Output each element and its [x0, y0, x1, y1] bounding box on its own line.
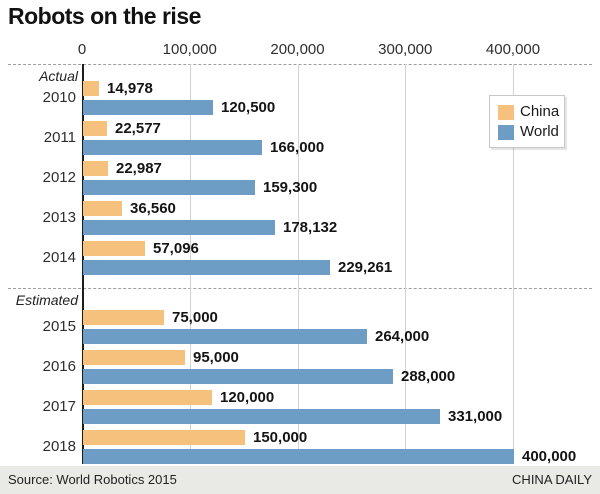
value-world-2018: 400,000 [522, 448, 577, 465]
bar-world-2015 [83, 329, 367, 344]
legend-item-world: World [498, 123, 559, 141]
value-world-2016: 288,000 [401, 368, 456, 385]
bar-china-2014 [83, 241, 145, 256]
bar-china-2015 [83, 310, 164, 325]
value-china-2015: 75,000 [172, 309, 218, 326]
value-world-2012: 159,300 [263, 179, 318, 196]
year-label-2015: 2015 [42, 318, 76, 335]
x-axis-tick-label: 100,000 [162, 41, 217, 58]
bar-china-2017 [83, 390, 212, 405]
bar-world-2011 [83, 140, 262, 155]
year-label-2016: 2016 [42, 358, 76, 375]
legend-label-china: China [520, 103, 560, 120]
value-world-2011: 166,000 [270, 139, 325, 156]
china-color-swatch [498, 104, 514, 120]
top-dashed-divider [8, 64, 592, 65]
value-china-2014: 57,096 [153, 240, 199, 257]
year-label-2011: 2011 [43, 129, 76, 146]
year-label-2013: 2013 [42, 209, 76, 226]
value-china-2011: 22,577 [115, 120, 161, 137]
bar-china-2013 [83, 201, 122, 216]
section-label-estimated: Estimated [15, 292, 78, 308]
value-china-2017: 120,000 [220, 389, 275, 406]
value-china-2016: 95,000 [193, 349, 239, 366]
legend-label-world: World [520, 123, 559, 140]
publisher-credit: CHINA DAILY [512, 472, 592, 487]
footer-bar: Source: World Robotics 2015 CHINA DAILY [0, 466, 600, 494]
year-label-2012: 2012 [42, 169, 76, 186]
bar-world-2012 [83, 180, 255, 195]
bar-china-2018 [83, 430, 245, 445]
value-world-2013: 178,132 [283, 219, 338, 236]
value-world-2015: 264,000 [375, 328, 430, 345]
bar-world-2010 [83, 100, 213, 115]
value-world-2017: 331,000 [448, 408, 503, 425]
x-axis-tick-label: 200,000 [270, 41, 325, 58]
year-label-2017: 2017 [42, 398, 76, 415]
value-world-2014: 229,261 [338, 259, 393, 276]
bar-world-2013 [83, 220, 275, 235]
bar-china-2016 [83, 350, 185, 365]
chart-title: Robots on the rise [8, 3, 201, 29]
bar-china-2010 [83, 81, 99, 96]
year-label-2010: 2010 [42, 89, 76, 106]
bar-world-2017 [83, 409, 440, 424]
gridline [513, 64, 514, 464]
gridline [405, 64, 406, 464]
legend: China World [489, 95, 565, 148]
bar-world-2018 [83, 449, 514, 464]
bar-world-2016 [83, 369, 393, 384]
value-china-2013: 36,560 [130, 200, 176, 217]
value-china-2012: 22,987 [116, 160, 162, 177]
section-dashed-divider [8, 288, 592, 289]
legend-item-china: China [498, 103, 560, 121]
world-color-swatch [498, 124, 514, 140]
value-china-2010: 14,978 [107, 80, 153, 97]
value-world-2010: 120,500 [221, 99, 276, 116]
x-axis-tick-label: 300,000 [378, 41, 433, 58]
bar-china-2011 [83, 121, 107, 136]
source-credit: Source: World Robotics 2015 [8, 472, 177, 487]
value-china-2018: 150,000 [253, 429, 308, 446]
x-axis-tick-label: 400,000 [485, 41, 541, 58]
bar-world-2014 [83, 260, 330, 275]
bar-china-2012 [83, 161, 108, 176]
section-label-actual: Actual [39, 68, 78, 84]
x-axis-tick-label: 0 [77, 41, 87, 58]
year-label-2018: 2018 [42, 438, 76, 455]
year-label-2014: 2014 [42, 249, 76, 266]
